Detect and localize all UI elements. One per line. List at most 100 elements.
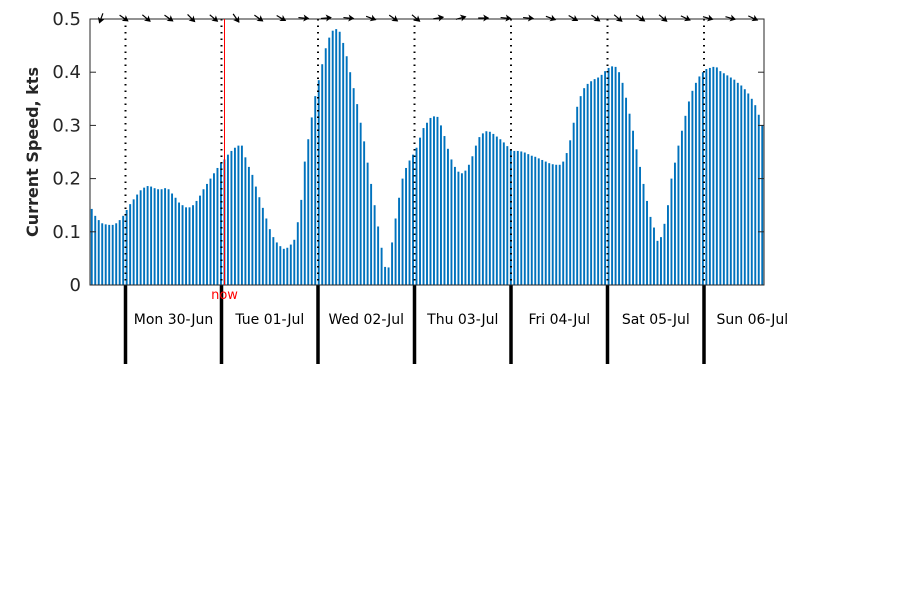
speed-bar [160,189,163,285]
speed-bar [492,133,495,285]
day-label: Fri 04-Jul [528,312,590,328]
speed-bar [146,186,149,285]
speed-bar [433,116,435,285]
arrow-head [325,14,332,22]
arrow-head [459,14,467,22]
speed-bar [226,154,229,285]
speed-bar [471,156,474,285]
speed-bar [572,122,575,286]
day-label: Tue 01-Jul [234,312,304,328]
speed-bar [331,30,334,286]
day-label: Sat 05-Jul [622,312,690,328]
speed-bar [621,82,624,285]
arrow-head [549,14,557,22]
arrow-head [527,14,535,22]
speed-bar [202,189,205,285]
speed-bar [667,205,669,285]
speed-bar [300,199,303,285]
speed-bar [460,173,463,285]
speed-bar [206,183,208,285]
speed-bar [366,162,369,285]
speed-bar [310,117,313,285]
arrow-head [505,14,512,22]
speed-bar [649,216,652,285]
y-tick-label: 0.5 [52,9,81,30]
speed-bar [244,157,247,285]
speed-bar [293,239,296,285]
direction-arrow [388,14,399,22]
direction-arrow [119,14,129,22]
speed-bar [684,115,687,285]
speed-bar [708,67,711,285]
arrow-head [660,15,668,22]
speed-bar [387,267,390,285]
speed-bar [314,96,317,285]
speed-bar [579,96,582,285]
speed-bar [370,183,373,285]
speed-bar [129,204,132,285]
speed-bar [321,64,324,285]
arrow-head [166,15,174,22]
speed-bar [495,136,498,285]
speed-bar [607,67,610,285]
arrow-head [615,15,623,22]
speed-bar [436,116,439,285]
speed-bar [363,141,366,285]
speed-bar [167,189,170,285]
speed-bar [384,266,387,285]
speed-bar [729,77,732,286]
speed-bar [761,125,764,286]
speed-bar [303,161,306,285]
speed-bar [345,56,348,285]
speed-bar [213,173,215,285]
speed-bar [523,152,526,285]
direction-arrow [97,13,105,24]
y-tick-label: 0 [70,275,81,296]
speed-bar [282,248,285,285]
direction-arrow [568,14,579,22]
speed-bar [530,155,533,285]
direction-arrows [97,13,759,24]
speed-bar [597,77,600,286]
speed-bar [687,101,690,286]
speed-bar [534,156,537,285]
speed-bar [220,162,222,285]
speed-bar [328,37,331,286]
speed-bar [394,218,397,285]
speed-bar [698,76,701,286]
speed-bar [747,93,750,285]
speed-bar [240,145,243,285]
direction-arrow [680,14,691,22]
speed-bar [237,145,240,285]
speed-bar [268,229,271,285]
direction-arrow [254,14,264,22]
speed-bar [754,105,757,286]
speed-bar [171,193,174,285]
speed-bar [639,166,641,285]
arrow-head [593,15,601,22]
speed-bar [122,215,125,285]
speed-bar [635,149,638,285]
speed-bar [736,82,739,285]
speed-bar [663,223,666,285]
speed-bar [90,208,93,285]
speed-bar [118,220,121,285]
speed-bar [251,174,254,285]
speed-bar [97,220,100,285]
speed-bar [450,159,453,285]
speed-bar [719,71,722,285]
arrow-head [121,15,129,22]
now-label: now [211,288,238,303]
speed-bar [335,29,338,285]
speed-bar [185,207,187,285]
speed-bar [705,69,708,285]
speed-bar [457,171,460,285]
arrow-head [279,14,287,22]
speed-bar [188,207,191,285]
direction-arrow [365,14,377,22]
speed-bar [139,190,142,285]
speed-bar [506,146,509,285]
speed-bar [391,242,394,285]
speed-bar [604,71,607,285]
speed-bar [516,150,519,285]
